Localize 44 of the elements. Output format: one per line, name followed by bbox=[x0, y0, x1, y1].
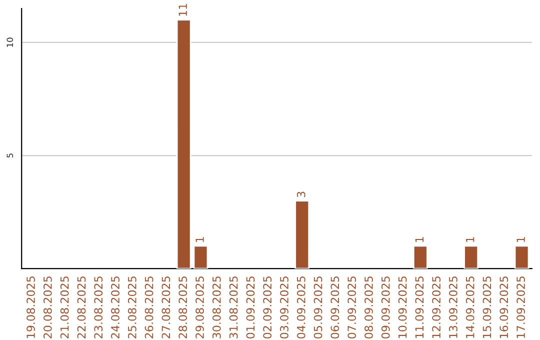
x-tick-label: 07.09.2025 bbox=[348, 276, 356, 338]
x-tick-label: 22.08.2025 bbox=[77, 276, 86, 338]
data-label: 1 bbox=[196, 237, 204, 242]
x-tick-label: 10.09.2025 bbox=[398, 276, 407, 338]
x-tick-label: 27.08.2025 bbox=[162, 276, 170, 338]
x-tick-label: 31.08.2025 bbox=[229, 276, 238, 338]
bar bbox=[514, 245, 530, 269]
x-tick-label: 13.09.2025 bbox=[448, 276, 458, 338]
x-tick-label: 15.09.2025 bbox=[482, 276, 492, 338]
x-tick-label: 28.08.2025 bbox=[178, 276, 188, 338]
x-tick-label: 02.09.2025 bbox=[263, 276, 272, 338]
bar bbox=[176, 19, 192, 269]
data-label: 3 bbox=[296, 192, 306, 198]
x-tick-label: 30.08.2025 bbox=[212, 276, 221, 338]
x-tick-label: 19.08.2025 bbox=[26, 276, 35, 338]
x-tick-label: 06.09.2025 bbox=[330, 276, 340, 338]
data-label: 11 bbox=[178, 4, 187, 16]
x-tick-label: 05.09.2025 bbox=[314, 276, 322, 338]
x-tick-label: 01.09.2025 bbox=[246, 276, 255, 338]
bar bbox=[412, 245, 428, 269]
bar bbox=[193, 245, 208, 269]
x-tick-label: 09.09.2025 bbox=[381, 276, 390, 338]
x-tick-label: 04.09.2025 bbox=[296, 276, 306, 338]
y-tick-label: 5 bbox=[6, 154, 14, 158]
x-tick-label: 21.08.2025 bbox=[60, 276, 69, 338]
x-tick-label: 26.08.2025 bbox=[144, 276, 154, 338]
x-tick-label: 24.08.2025 bbox=[111, 276, 120, 338]
x-tick-label: 16.09.2025 bbox=[500, 276, 508, 338]
data-label: 1 bbox=[466, 237, 474, 242]
x-tick-label: 29.08.2025 bbox=[196, 276, 204, 338]
bar bbox=[464, 245, 479, 269]
x-tick-label: 17.09.2025 bbox=[516, 276, 525, 338]
bar bbox=[294, 200, 310, 269]
x-tick-label: 20.08.2025 bbox=[43, 276, 52, 338]
x-tick-label: 25.08.2025 bbox=[128, 276, 136, 338]
y-tick-label: 10 bbox=[6, 38, 14, 47]
x-tick-label: 12.09.2025 bbox=[432, 276, 440, 338]
data-label: 1 bbox=[516, 237, 525, 242]
data-label: 1 bbox=[415, 237, 424, 242]
x-tick-label: 08.09.2025 bbox=[364, 276, 373, 338]
x-tick-label: 23.08.2025 bbox=[94, 276, 103, 338]
x-tick-label: 11.09.2025 bbox=[415, 276, 424, 338]
x-tick-label: 03.09.2025 bbox=[280, 276, 288, 338]
x-tick-label: 14.09.2025 bbox=[466, 276, 474, 338]
